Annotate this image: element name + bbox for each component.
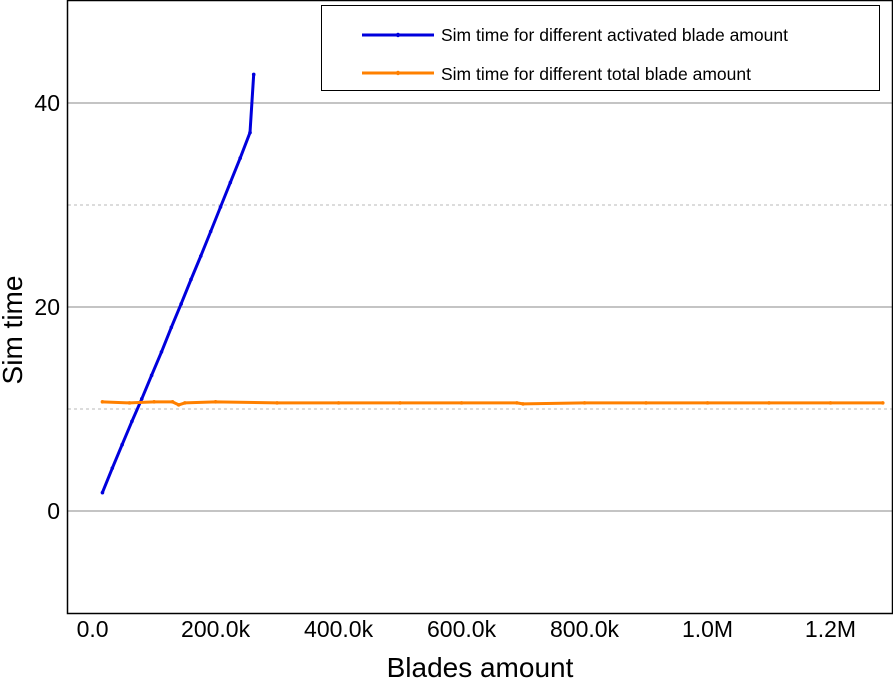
series-1-point — [459, 401, 464, 405]
legend-box — [321, 5, 880, 91]
x-tick-label: 1.0M — [682, 616, 733, 642]
x-tick-label: 400.0k — [304, 616, 374, 642]
series-0-point — [189, 277, 193, 282]
series-1-point — [275, 401, 279, 405]
x-tick-labels: 0.0 200.0k 400.0k 600.0k 800.0k 1.0M 1.2M — [77, 616, 856, 642]
series-0-point — [110, 466, 115, 470]
series-layer — [100, 72, 885, 495]
series-1-point — [336, 401, 341, 405]
series-1-point — [828, 401, 833, 405]
series-1-point — [644, 401, 648, 405]
legend-marker-activated — [395, 32, 401, 38]
series-0-point — [130, 419, 134, 424]
series-line-1 — [102, 400, 883, 407]
x-axis-title: Blades amount — [387, 652, 574, 679]
legend-label-total: Sim time for different total blade amoun… — [441, 64, 751, 84]
series-1-point — [152, 400, 156, 404]
series-0-point — [248, 130, 252, 135]
series-0-point — [120, 442, 124, 447]
series-0-point — [199, 254, 203, 258]
series-1-point — [183, 401, 187, 405]
series-0-point — [100, 490, 105, 495]
y-tick-label: 40 — [34, 90, 60, 116]
series-0-point — [159, 350, 164, 354]
y-tick-labels: 0 20 40 — [34, 90, 60, 524]
series-0-point — [238, 156, 242, 160]
series-0-point — [169, 325, 174, 330]
series-1-point — [398, 401, 402, 405]
x-tick-label: 200.0k — [181, 616, 251, 642]
legend-label-activated: Sim time for different activated blade a… — [441, 25, 788, 45]
series-1-point — [213, 400, 218, 404]
series-1-point — [127, 401, 132, 405]
y-axis-title: Sim time — [0, 276, 28, 385]
series-0-point — [149, 373, 154, 378]
series-1-point — [100, 400, 105, 404]
x-tick-label: 600.0k — [427, 616, 497, 642]
series-line-0 — [101, 74, 256, 494]
legend-marker-total — [395, 70, 401, 76]
x-tick-label: 0.0 — [77, 616, 109, 642]
x-tick-label: 800.0k — [550, 616, 620, 642]
series-1-point — [521, 402, 525, 406]
series-1-point — [170, 400, 175, 404]
x-tick-label: 1.2M — [805, 616, 856, 642]
y-tick-label: 0 — [47, 498, 60, 524]
y-tick-label: 20 — [34, 294, 60, 320]
series-0-point — [218, 205, 223, 209]
series-0-point — [179, 302, 183, 306]
series-0-point — [139, 397, 144, 401]
series-0-point — [208, 229, 213, 234]
series-1-point — [705, 401, 710, 405]
series-1-point — [582, 401, 587, 405]
series-1-point — [767, 401, 771, 405]
legend: Sim time for different activated blade a… — [321, 5, 880, 91]
series-0-point — [251, 72, 256, 77]
series-1-point — [176, 403, 181, 407]
grid-layer — [68, 102, 892, 512]
series-1-point — [515, 401, 519, 405]
series-0-point — [228, 180, 233, 185]
series-1-point — [880, 401, 885, 405]
